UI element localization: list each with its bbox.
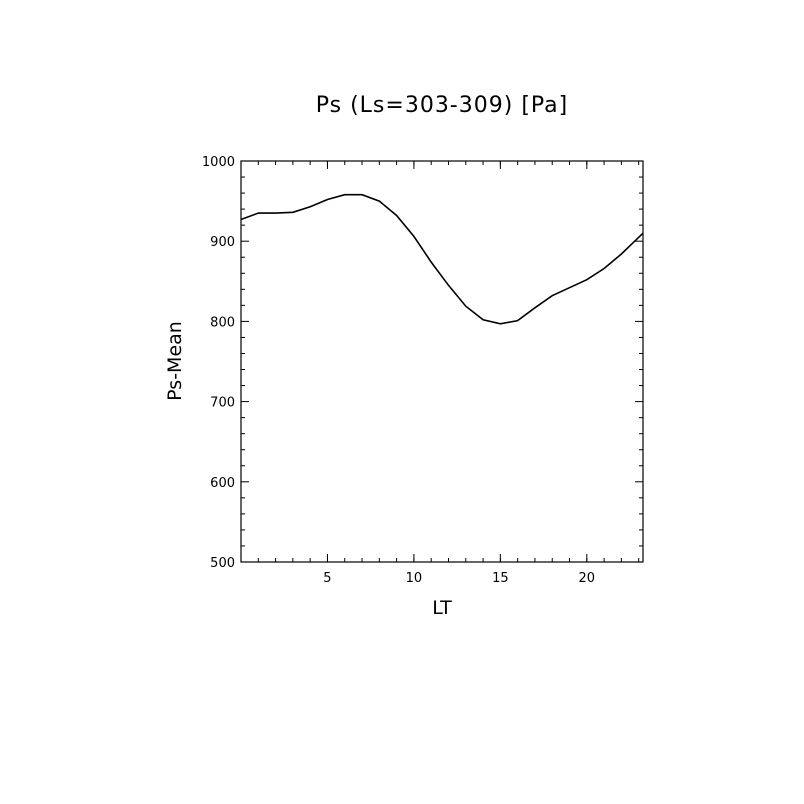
y-tick-label: 500 bbox=[210, 556, 235, 571]
chart-title: Ps (Ls=303-309) [Pa] bbox=[316, 93, 569, 118]
y-tick-label: 700 bbox=[210, 396, 235, 411]
axis-tick-labels: 5 10 15 20 500 600 700 800 900 1000 bbox=[202, 155, 595, 586]
x-axis-label: LT bbox=[432, 597, 452, 619]
series-points bbox=[240, 194, 644, 325]
y-tick-label: 900 bbox=[210, 235, 235, 250]
y-tick-label: 600 bbox=[210, 476, 235, 491]
plot-frame bbox=[240, 160, 644, 563]
x-tick-label: 5 bbox=[323, 571, 331, 586]
series-line-ps-mean bbox=[240, 193, 644, 325]
x-tick-label: 20 bbox=[579, 571, 596, 586]
x-tick-label: 10 bbox=[406, 571, 423, 586]
x-tick-label: 15 bbox=[492, 571, 509, 586]
y-tick-label: 1000 bbox=[202, 155, 235, 170]
y-axis-label: Ps-Mean bbox=[164, 321, 186, 401]
axis-ticks bbox=[241, 160, 643, 563]
y-tick-label: 800 bbox=[210, 315, 235, 330]
